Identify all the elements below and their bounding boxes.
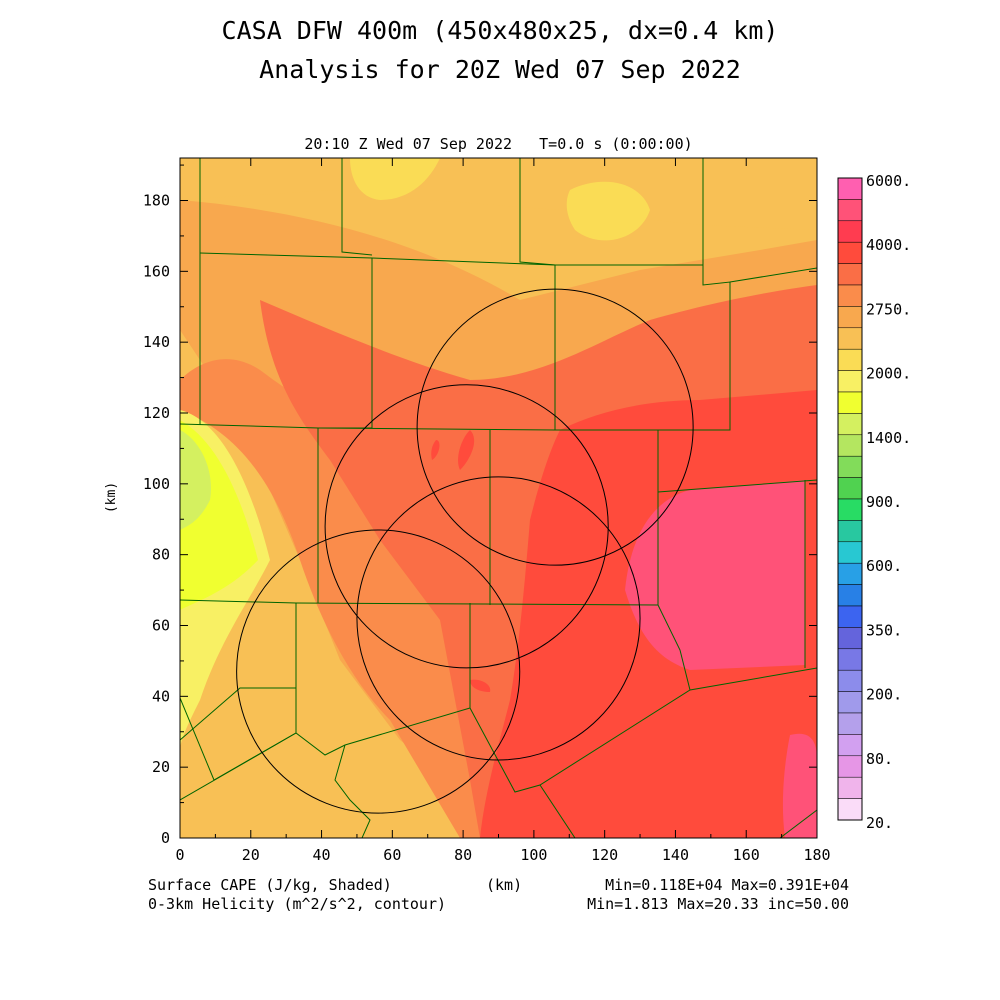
colorbar-label: 20.	[866, 814, 893, 832]
colorbar-label: 1400.	[866, 429, 911, 447]
colorbar-swatch	[837, 776, 863, 799]
radar-ring-2	[324, 384, 609, 669]
colorbar-label: 6000.	[866, 172, 911, 190]
radar-range-rings	[236, 288, 694, 814]
x-tick-label: 180	[803, 846, 830, 864]
y-tick-label: 140	[143, 333, 170, 351]
radar-ring-3	[356, 476, 641, 761]
y-tick-label: 160	[143, 262, 170, 280]
radar-ring-4	[236, 529, 521, 814]
colorbar-swatch	[837, 327, 863, 350]
footer-field-minmax: Min=0.118E+04 Max=0.391E+04	[605, 876, 849, 894]
colorbar-swatch	[837, 391, 863, 414]
footer-contour-label: 0-3km Helicity (m^2/s^2, contour)	[148, 895, 447, 913]
colorbar-frame	[837, 177, 863, 821]
colorbar-swatch	[837, 199, 863, 222]
y-tick-label: 80	[152, 546, 170, 564]
colorbar-label: 4000.	[866, 236, 911, 254]
x-axis: 0 20 40 60 80 100 120 140 160 180	[175, 158, 831, 864]
y-axis: 0 20 40 60 80 100 120 140 160 180	[143, 164, 817, 847]
footer-field-label: Surface CAPE (J/kg, Shaded)	[148, 876, 392, 894]
colorbar-swatch	[837, 263, 863, 286]
colorbar-swatch	[837, 605, 863, 628]
colorbar-swatch	[837, 691, 863, 714]
radar-ring-1	[416, 288, 694, 566]
x-tick-label: 80	[454, 846, 472, 864]
y-tick-label: 100	[143, 475, 170, 493]
cape-shaded-field	[180, 158, 817, 838]
colorbar-label: 80.	[866, 750, 893, 768]
colorbar-swatch	[837, 306, 863, 329]
footer-contour-minmax: Min=1.813 Max=20.33 inc=50.00	[587, 895, 849, 913]
x-tick-label: 20	[242, 846, 260, 864]
colorbar-swatch	[837, 734, 863, 757]
colorbar-swatch	[837, 584, 863, 607]
x-tick-label: 100	[520, 846, 547, 864]
colorbar-label: 600.	[866, 557, 902, 575]
colorbar-label: 900.	[866, 493, 902, 511]
colorbar-swatch	[837, 284, 863, 307]
colorbar-swatch	[837, 755, 863, 778]
colorbar-swatch	[837, 541, 863, 564]
colorbar-swatch	[837, 669, 863, 692]
colorbar-swatch	[837, 413, 863, 436]
title-line-2: Analysis for 20Z Wed 07 Sep 2022	[259, 55, 741, 84]
county-boundaries	[180, 158, 817, 838]
x-tick-label: 120	[591, 846, 618, 864]
y-tick-label: 60	[152, 617, 170, 635]
colorbar-label: 200.	[866, 686, 902, 704]
y-tick-label: 20	[152, 758, 170, 776]
colorbar: 6000. 4000. 2750. 2000. 1400. 900. 600. 350. 200…	[837, 172, 911, 832]
colorbar-swatch	[837, 648, 863, 671]
colorbar-swatch	[837, 348, 863, 371]
x-tick-label: 140	[662, 846, 689, 864]
colorbar-label: 2750.	[866, 300, 911, 318]
colorbar-swatch	[837, 562, 863, 585]
x-tick-label: 160	[733, 846, 760, 864]
colorbar-swatch	[837, 370, 863, 393]
colorbar-swatch	[837, 177, 863, 200]
colorbar-swatch	[837, 241, 863, 264]
colorbar-swatch	[837, 455, 863, 478]
x-tick-label: 0	[175, 846, 184, 864]
colorbar-label: 350.	[866, 621, 902, 639]
y-tick-label: 120	[143, 404, 170, 422]
colorbar-swatch	[837, 627, 863, 650]
y-tick-label: 180	[143, 192, 170, 210]
x-tick-label: 60	[383, 846, 401, 864]
colorbar-label: 2000.	[866, 365, 911, 383]
valid-time-label: 20:10 Z Wed 07 Sep 2022 T=0.0 s (0:00:00…	[304, 135, 693, 153]
colorbar-swatch	[837, 520, 863, 543]
colorbar-swatch	[837, 798, 863, 821]
y-axis-label: (km)	[104, 481, 120, 514]
colorbar-swatch	[837, 498, 863, 521]
y-tick-label: 40	[152, 687, 170, 705]
y-tick-label: 0	[161, 829, 170, 847]
x-tick-label: 40	[313, 846, 331, 864]
colorbar-swatch	[837, 712, 863, 735]
colorbar-swatch	[837, 477, 863, 500]
title-line-1: CASA DFW 400m (450x480x25, dx=0.4 km)	[221, 16, 779, 45]
x-axis-label: (km)	[486, 876, 523, 894]
colorbar-swatch	[837, 220, 863, 243]
colorbar-swatch	[837, 434, 863, 457]
